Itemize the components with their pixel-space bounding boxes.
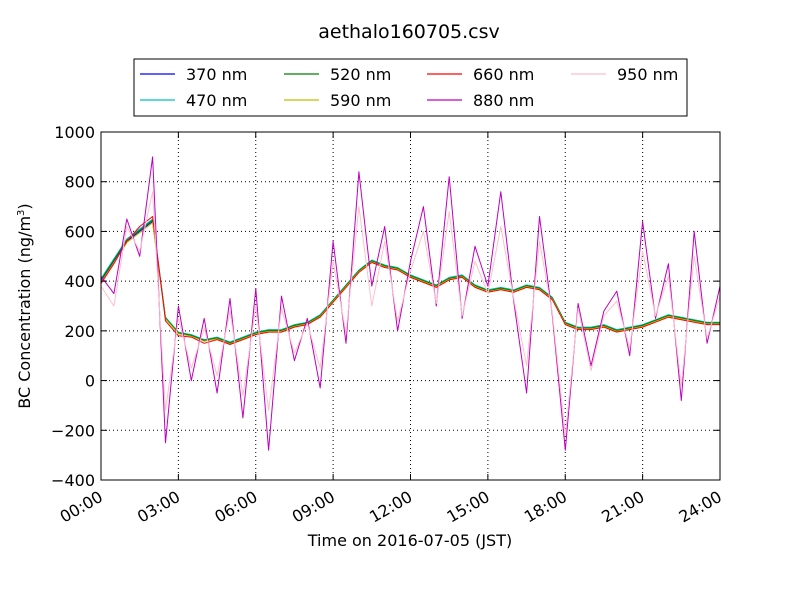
legend-label: 370 nm <box>186 65 247 84</box>
legend-label: 590 nm <box>330 91 391 110</box>
legend-label: 880 nm <box>473 91 534 110</box>
legend-entries: 370 nm 470 nm 520 nm 590 nm 660 nm 880 nm 950 … <box>140 65 678 110</box>
y-axis-label-superscript: 3 <box>16 210 27 216</box>
legend-label: 520 nm <box>330 65 391 84</box>
y-tick-label: 600 <box>64 222 95 241</box>
y-axis-label: BC Concentration (ng/m3) <box>15 203 34 408</box>
series-lines <box>100 156 721 451</box>
legend: 370 nm 470 nm 520 nm 590 nm 660 nm 880 nm 950 … <box>133 58 688 117</box>
y-tick-label: 0 <box>85 372 95 391</box>
legend-label: 660 nm <box>473 65 534 84</box>
y-tick-label: 1000 <box>54 123 95 142</box>
legend-box <box>133 58 688 117</box>
chart-title: aethalo160705.csv <box>318 21 500 43</box>
y-tick-label: 200 <box>64 322 95 341</box>
series-line-880-nm <box>100 156 721 451</box>
series-line-590-nm <box>100 222 720 345</box>
legend-label: 470 nm <box>186 91 247 110</box>
series-line-470-nm <box>100 218 720 343</box>
y-tick-label: 400 <box>64 272 95 291</box>
series-line-950-nm <box>100 191 721 436</box>
series-line-660-nm <box>100 216 720 345</box>
legend-label: 950 nm <box>617 65 678 84</box>
axis-ticks <box>100 131 721 481</box>
y-tick-label: −200 <box>51 421 95 440</box>
y-axis-label-suffix: ) <box>15 203 34 209</box>
series-line-520-nm <box>100 219 720 344</box>
y-tick-labels: −400 −200 0 200 400 600 800 1000 <box>51 123 95 490</box>
y-tick-label: 800 <box>64 173 95 192</box>
x-axis-label: Time on 2016-07-05 (JST) <box>307 531 512 550</box>
y-axis-label-prefix: BC Concentration (ng/m <box>15 216 34 409</box>
y-tick-label: −400 <box>51 471 95 490</box>
